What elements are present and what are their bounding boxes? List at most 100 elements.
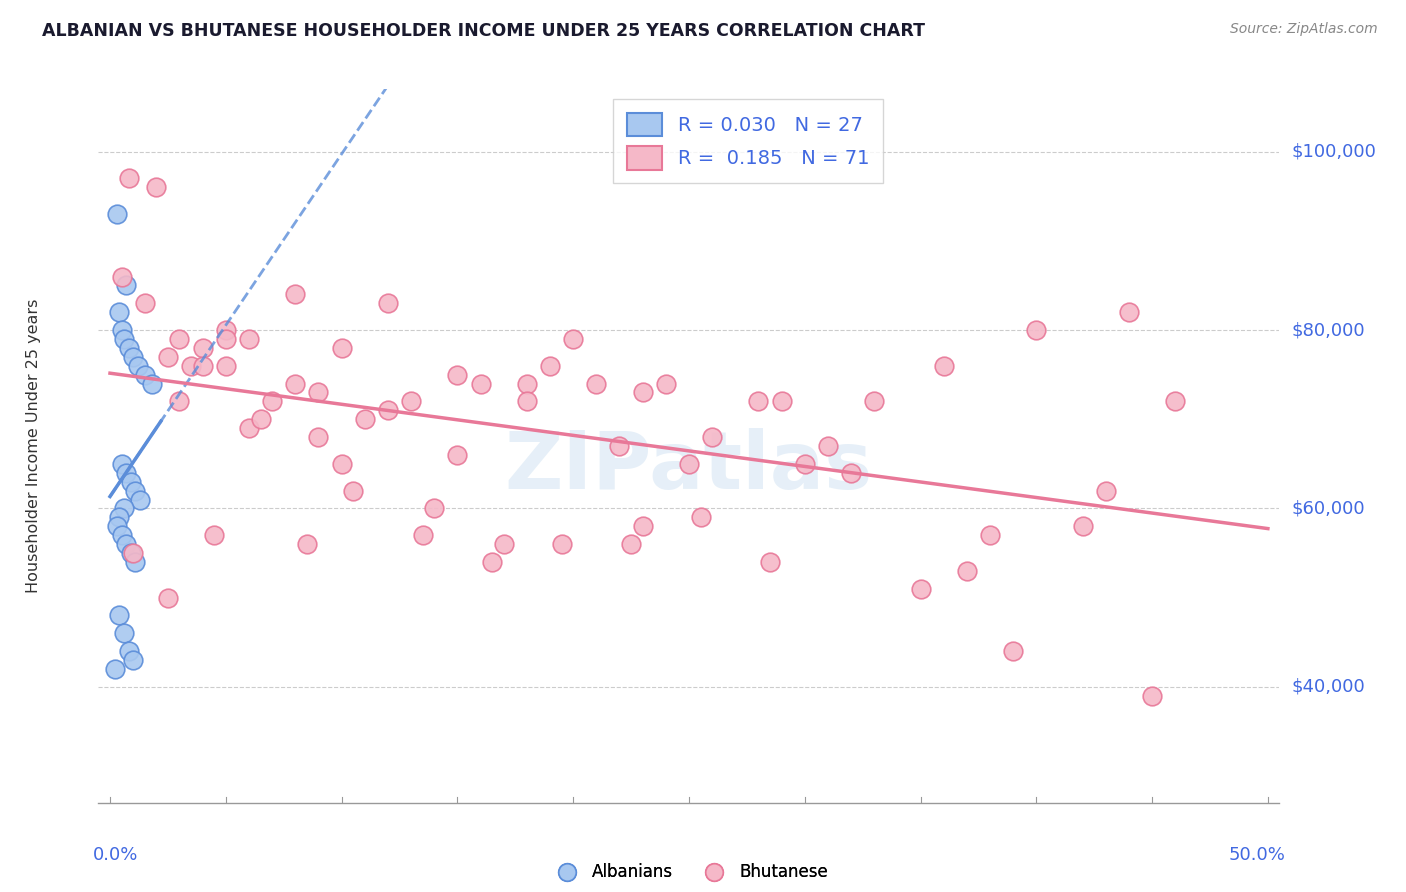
Point (747, 394, 769, 409)
Text: Source: ZipAtlas.com: Source: ZipAtlas.com (1230, 22, 1378, 37)
Point (105, 207, 128, 221)
Point (399, 394, 422, 409)
Point (134, 368, 156, 382)
Point (412, 528, 434, 542)
Point (124, 555, 146, 569)
Point (1071, 519, 1094, 533)
Point (215, 323, 238, 337)
Point (156, 350, 179, 364)
Point (120, 475, 142, 489)
Point (129, 492, 152, 507)
Point (678, 457, 700, 471)
Point (492, 537, 515, 551)
Point (481, 555, 503, 569)
Point (655, 376, 678, 391)
Point (1002, 644, 1025, 658)
Point (516, 376, 538, 391)
Point (700, 430, 723, 444)
Point (342, 483, 364, 498)
Point (180, 359, 202, 373)
Point (423, 501, 446, 516)
Point (470, 376, 492, 391)
Point (932, 359, 955, 373)
Point (262, 394, 284, 409)
Point (122, 546, 145, 560)
Point (863, 394, 886, 409)
Point (117, 644, 139, 658)
Point (585, 376, 607, 391)
Point (284, 287, 307, 301)
Point (689, 510, 711, 524)
Text: $60,000: $60,000 (1291, 500, 1365, 517)
Point (249, 412, 271, 426)
Point (793, 457, 815, 471)
Point (141, 376, 163, 391)
Text: 0.0%: 0.0% (93, 846, 138, 863)
Point (770, 394, 793, 409)
Point (1025, 323, 1047, 337)
Text: $40,000: $40,000 (1291, 678, 1365, 696)
Point (115, 537, 138, 551)
Point (910, 582, 932, 596)
Point (215, 332, 238, 346)
Point (307, 385, 329, 400)
Point (631, 519, 654, 533)
Point (377, 296, 399, 310)
Text: ALBANIAN VS BHUTANESE HOUSEHOLDER INCOME UNDER 25 YEARS CORRELATION CHART: ALBANIAN VS BHUTANESE HOUSEHOLDER INCOME… (42, 22, 925, 40)
Point (284, 376, 307, 391)
Point (110, 323, 132, 337)
Point (538, 359, 561, 373)
Point (215, 359, 238, 373)
Point (562, 332, 585, 346)
Text: 50.0%: 50.0% (1229, 846, 1285, 863)
Point (1140, 689, 1163, 703)
Point (156, 591, 179, 605)
Point (122, 350, 145, 364)
Point (191, 359, 214, 373)
Text: Householder Income Under 25 years: Householder Income Under 25 years (25, 299, 41, 593)
Point (238, 421, 260, 435)
Point (127, 359, 149, 373)
Point (104, 662, 127, 676)
Point (120, 546, 142, 560)
Point (238, 332, 260, 346)
Point (620, 537, 643, 551)
Point (134, 296, 156, 310)
Point (115, 466, 138, 480)
Point (759, 555, 782, 569)
Point (169, 332, 191, 346)
Point (1094, 483, 1116, 498)
Point (330, 341, 353, 355)
Point (108, 510, 131, 524)
Point (446, 448, 468, 462)
Point (609, 439, 631, 453)
Point (979, 528, 1001, 542)
Point (124, 483, 146, 498)
Point (516, 394, 538, 409)
Point (145, 180, 167, 194)
Point (330, 457, 353, 471)
Point (202, 528, 225, 542)
Point (122, 653, 145, 667)
Point (169, 394, 191, 409)
Point (110, 528, 132, 542)
Point (112, 332, 135, 346)
Point (550, 537, 572, 551)
Point (115, 278, 138, 293)
Point (631, 385, 654, 400)
Point (110, 269, 132, 284)
Point (117, 171, 139, 186)
Text: ZIPatlas: ZIPatlas (505, 428, 873, 507)
Point (108, 305, 131, 319)
Point (191, 341, 214, 355)
Text: $80,000: $80,000 (1291, 321, 1365, 339)
Point (112, 501, 135, 516)
Point (295, 537, 318, 551)
Point (117, 341, 139, 355)
Point (377, 403, 399, 417)
Point (105, 519, 128, 533)
Point (446, 368, 468, 382)
Point (110, 457, 132, 471)
Point (112, 626, 135, 640)
Point (307, 430, 329, 444)
